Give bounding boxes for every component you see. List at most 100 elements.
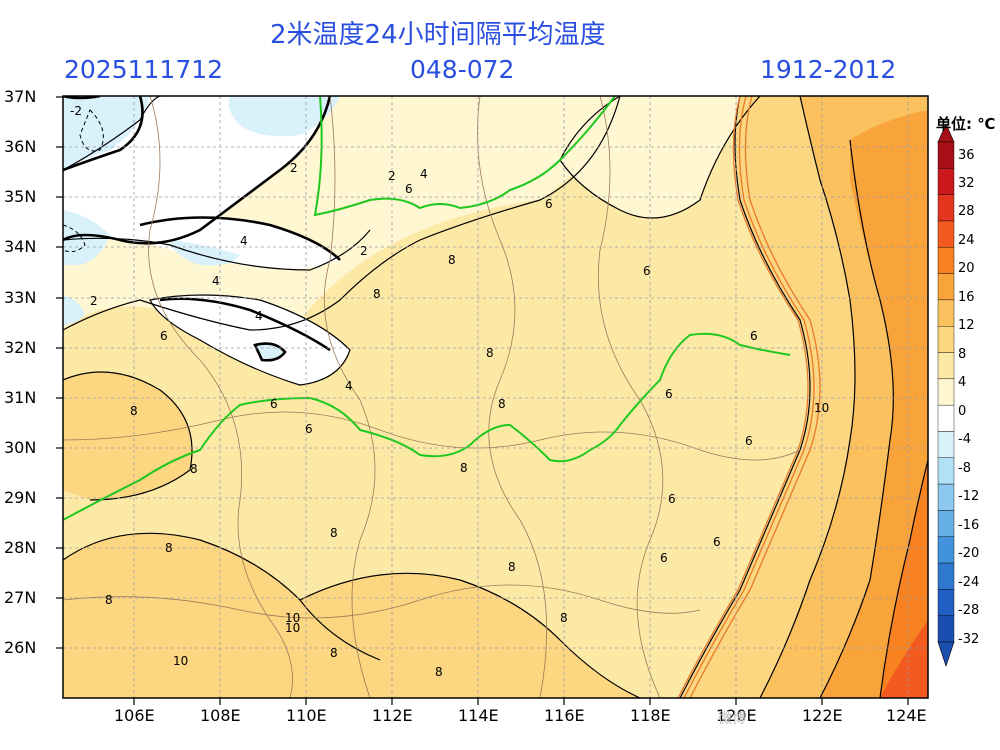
contour-label: 6 bbox=[643, 264, 651, 278]
lon-label: 116E bbox=[544, 706, 585, 725]
lat-label: 30N bbox=[4, 438, 37, 457]
lon-label: 108E bbox=[200, 706, 241, 725]
lat-label: 27N bbox=[4, 588, 37, 607]
lat-label: 34N bbox=[4, 237, 37, 256]
contour-label: 6 bbox=[750, 329, 758, 343]
lat-label: 32N bbox=[4, 338, 37, 357]
colorbar-swatch bbox=[937, 510, 955, 537]
colorbar-tick: 16 bbox=[958, 290, 975, 305]
province-boundaries bbox=[63, 96, 801, 698]
lat-lon-grid bbox=[63, 96, 928, 698]
axis-ticks bbox=[56, 96, 909, 705]
ocean-band-20 bbox=[820, 110, 928, 698]
map-frame bbox=[62, 95, 929, 699]
colorbar-tick: 36 bbox=[958, 148, 975, 163]
contour-label: 4 bbox=[240, 234, 248, 248]
lon-label: 122E bbox=[802, 706, 843, 725]
colorbar-tick: -24 bbox=[958, 575, 980, 590]
temperature-field bbox=[63, 96, 928, 698]
bold-contour-lines bbox=[63, 96, 341, 362]
contour-label: 6 bbox=[660, 551, 668, 565]
contour-label: 8 bbox=[508, 560, 516, 574]
contour-label: 8 bbox=[435, 665, 443, 679]
colorbar-swatch bbox=[937, 378, 955, 406]
contour-label: 6 bbox=[270, 397, 278, 411]
contour-label: 8 bbox=[165, 541, 173, 555]
colorbar-tick: 20 bbox=[958, 261, 975, 276]
colorbar-tick: -32 bbox=[958, 632, 980, 647]
lon-label: 114E bbox=[458, 706, 499, 725]
colorbar-tick: -12 bbox=[958, 489, 980, 504]
lon-label: 110E bbox=[286, 706, 327, 725]
colorbar-swatch bbox=[937, 273, 955, 301]
colorbar-swatch bbox=[937, 220, 955, 248]
lat-label: 36N bbox=[4, 137, 37, 156]
colorbar-swatch bbox=[937, 483, 955, 511]
contour-label: 8 bbox=[105, 593, 113, 607]
colorbar-swatch bbox=[937, 168, 955, 195]
contour-label: 6 bbox=[665, 387, 673, 401]
colorbar-tick: 24 bbox=[958, 233, 975, 248]
contour-label: 10 bbox=[285, 611, 300, 625]
colorbar-tick: -28 bbox=[958, 603, 980, 618]
contour-label: 2 bbox=[360, 244, 368, 258]
colorbar-tick: -16 bbox=[958, 518, 980, 533]
contour-label: 4 bbox=[212, 274, 220, 288]
contour-label: 6 bbox=[668, 492, 676, 506]
contour-label: 6 bbox=[305, 422, 313, 436]
lat-label: 31N bbox=[4, 388, 37, 407]
contour-label: 4 bbox=[420, 167, 428, 181]
contour-label: 10 bbox=[285, 621, 300, 635]
colorbar-swatch bbox=[937, 536, 955, 564]
colorbar-tick: -20 bbox=[958, 546, 980, 561]
lon-label: 124E bbox=[886, 706, 927, 725]
cool-zone-ne bbox=[560, 96, 760, 218]
warm-zone-center bbox=[300, 573, 640, 698]
contour-label: 2 bbox=[388, 169, 396, 183]
contour-label: 10 bbox=[173, 654, 188, 668]
cold-core-qinling bbox=[150, 295, 350, 385]
lon-label: 112E bbox=[372, 706, 413, 725]
colorbar-swatch bbox=[937, 615, 955, 643]
colorbar-tick: 32 bbox=[958, 176, 975, 191]
warm-zone-sw bbox=[63, 533, 380, 698]
colorbar-swatch bbox=[937, 457, 955, 485]
contour-label: 6 bbox=[405, 182, 413, 196]
colorbar-swatch bbox=[937, 141, 955, 169]
watermark: 微博 bbox=[718, 711, 746, 727]
sub-zero-sw bbox=[63, 295, 85, 325]
contour-label: 8 bbox=[448, 253, 456, 267]
contour-label: 8 bbox=[130, 404, 138, 418]
colorbar-arrow-bottom bbox=[937, 641, 955, 667]
contour-label: 6 bbox=[745, 434, 753, 448]
colorbar-tick: 4 bbox=[958, 375, 967, 390]
colorbar-swatch bbox=[937, 404, 955, 432]
ocean-band-24 bbox=[880, 620, 928, 698]
contour-label: 8 bbox=[373, 287, 381, 301]
contour-label: 6 bbox=[160, 329, 168, 343]
colorbar-tick: 0 bbox=[958, 404, 967, 419]
lat-label: 37N bbox=[4, 87, 37, 106]
colorbar-swatch bbox=[937, 589, 955, 616]
contour-label: -2 bbox=[70, 104, 82, 118]
contour-label: 8 bbox=[330, 646, 338, 660]
contour-label: 4 bbox=[255, 309, 263, 323]
contour-label: 10 bbox=[814, 401, 829, 415]
contour-label: 6 bbox=[713, 535, 721, 549]
lon-label: 120E bbox=[716, 706, 757, 725]
colorbar-tick: -8 bbox=[958, 461, 971, 476]
contour-label: 2 bbox=[90, 294, 98, 308]
contour-label: 8 bbox=[330, 526, 338, 540]
colorbar-swatch bbox=[937, 562, 955, 590]
contour-label: 8 bbox=[560, 611, 568, 625]
colorbar-swatch bbox=[937, 299, 955, 327]
lat-label: 28N bbox=[4, 538, 37, 557]
zero-degree-line bbox=[63, 332, 791, 521]
forecast-range: 048-072 bbox=[410, 55, 515, 84]
colorbar-swatch bbox=[937, 247, 955, 274]
colorbar-swatch bbox=[937, 431, 955, 458]
unit-label: 单位: ℃ bbox=[936, 115, 996, 133]
init-time: 2025111712 bbox=[64, 55, 224, 84]
lon-label: 118E bbox=[630, 706, 671, 725]
